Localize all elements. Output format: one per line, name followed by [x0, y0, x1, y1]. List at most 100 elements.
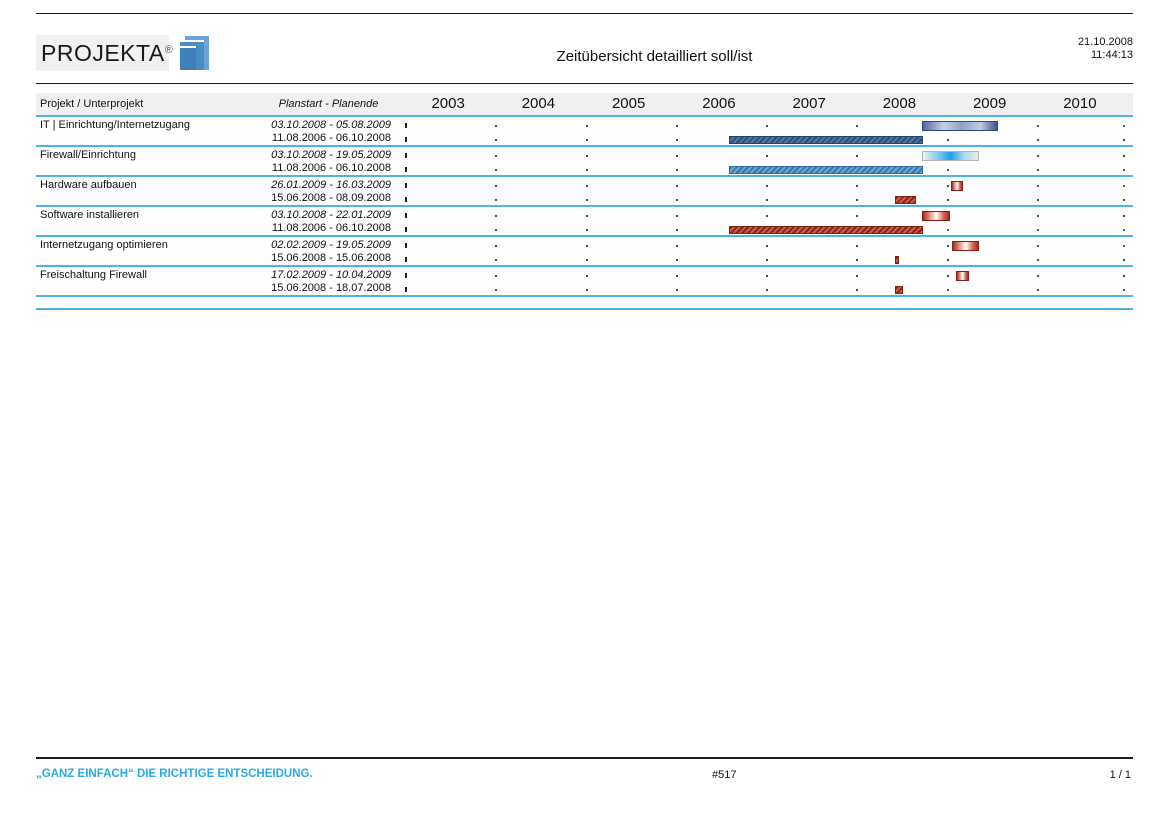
project-name: Firewall/Einrichtung — [40, 149, 136, 161]
year-tick — [405, 123, 407, 128]
year-tick — [856, 125, 859, 127]
year-label: 2010 — [1063, 95, 1097, 112]
projekta-squares-icon — [176, 36, 209, 71]
logo-text: PROJEKTA® — [41, 39, 174, 66]
footer-rule — [36, 757, 1133, 759]
year-tick — [1123, 245, 1125, 247]
year-tick — [675, 259, 678, 261]
project-name: Freischaltung Firewall — [40, 269, 147, 281]
project-dates: 03.10.2008 - 19.05.2009 11.08.2006 - 06.… — [236, 149, 391, 175]
year-tick — [405, 213, 407, 218]
print-datetime: 21.10.2008 11:44:13 — [1078, 36, 1133, 62]
year-tick — [856, 245, 859, 247]
year-tick — [1123, 169, 1125, 171]
year-tick — [495, 199, 498, 201]
year-tick — [946, 229, 949, 231]
column-header-plandates: Planstart - Planende — [278, 98, 379, 110]
year-tick — [585, 289, 588, 291]
year-tick — [405, 273, 407, 278]
year-tick — [856, 215, 859, 217]
year-tick — [495, 155, 498, 157]
year-tick — [495, 139, 498, 141]
year-tick — [1123, 275, 1125, 277]
actual-dates: 15.06.2008 - 15.06.2008 — [271, 252, 391, 264]
top-rule — [36, 13, 1133, 14]
year-tick — [1123, 139, 1125, 141]
year-tick — [946, 245, 949, 247]
year-label: 2008 — [882, 95, 917, 112]
year-tick — [675, 215, 678, 217]
year-tick — [1123, 229, 1125, 231]
year-tick — [405, 137, 407, 142]
year-tick — [1036, 215, 1039, 217]
logo: PROJEKTA® — [36, 35, 173, 71]
year-tick — [585, 139, 588, 141]
year-tick — [675, 185, 678, 187]
year-tick — [766, 199, 768, 201]
year-tick — [856, 199, 859, 201]
year-label: 2005 — [611, 95, 646, 112]
gantt-chart-cell — [403, 117, 1125, 145]
year-tick — [405, 197, 407, 202]
actual-bar — [895, 286, 904, 294]
plan-dates: 26.01.2009 - 16.03.2009 — [271, 179, 391, 191]
year-tick — [1123, 199, 1125, 201]
year-tick — [495, 169, 498, 171]
year-tick — [495, 259, 498, 261]
project-name: IT | Einrichtung/Internetzugang — [40, 119, 191, 131]
year-tick — [766, 155, 768, 157]
project-name: Internetzugang optimieren — [40, 239, 168, 251]
gantt-chart-cell — [403, 207, 1125, 235]
year-tick — [675, 229, 678, 231]
year-tick — [585, 259, 588, 261]
year-tick — [675, 139, 678, 141]
footer-slogan: „GANZ EINFACH“ DIE RICHTIGE ENTSCHEIDUNG… — [36, 768, 313, 780]
year-tick — [856, 275, 859, 277]
year-tick — [675, 155, 678, 157]
year-tick — [1123, 259, 1125, 261]
year-tick — [675, 245, 678, 247]
year-tick — [946, 169, 949, 171]
year-tick — [766, 259, 768, 261]
year-tick — [946, 139, 949, 141]
year-tick — [856, 185, 859, 187]
year-tick — [766, 245, 768, 247]
year-axis: 2003 2004 2005 2006 2007 2008 2009 2010 — [403, 94, 1125, 114]
actual-dates: 15.06.2008 - 08.09.2008 — [271, 192, 391, 204]
year-tick — [1036, 139, 1039, 141]
year-tick — [946, 199, 949, 201]
year-tick — [766, 289, 768, 291]
actual-dates: 11.08.2006 - 06.10.2008 — [271, 132, 391, 144]
page-number: 1 / 1 — [1109, 769, 1131, 781]
planned-bar — [955, 271, 970, 281]
year-tick — [405, 167, 407, 172]
planned-bar — [922, 151, 979, 161]
year-tick — [856, 259, 859, 261]
year-tick — [405, 183, 407, 188]
actual-bar — [895, 256, 900, 264]
report-number: #517 — [712, 769, 737, 781]
project-dates: 03.10.2008 - 22.01.2009 11.08.2006 - 06.… — [236, 209, 391, 235]
year-tick — [1036, 275, 1039, 277]
actual-bar — [895, 196, 917, 204]
table-end-line — [36, 308, 1133, 310]
year-tick — [766, 185, 768, 187]
gantt-row: Internetzugang optimieren 02.02.2009 - 1… — [36, 235, 1133, 265]
gantt-row: Freischaltung Firewall 17.02.2009 - 10.0… — [36, 265, 1133, 297]
year-tick — [585, 169, 588, 171]
table-header: Projekt / Unterprojekt Planstart - Plane… — [36, 93, 1133, 115]
year-tick — [1123, 125, 1125, 127]
header-rule — [36, 83, 1133, 84]
year-tick — [1036, 259, 1039, 261]
project-name: Software installieren — [40, 209, 140, 221]
print-time: 11:44:13 — [1090, 49, 1133, 61]
gantt-chart-cell — [403, 147, 1125, 175]
year-tick — [405, 257, 407, 262]
year-tick — [1123, 155, 1125, 157]
project-dates: 26.01.2009 - 16.03.2009 15.06.2008 - 08.… — [236, 179, 391, 205]
year-tick — [495, 275, 498, 277]
actual-dates: 11.08.2006 - 06.10.2008 — [271, 162, 391, 174]
year-tick — [856, 289, 859, 291]
planned-bar — [922, 121, 999, 131]
year-label: 2007 — [792, 95, 826, 112]
